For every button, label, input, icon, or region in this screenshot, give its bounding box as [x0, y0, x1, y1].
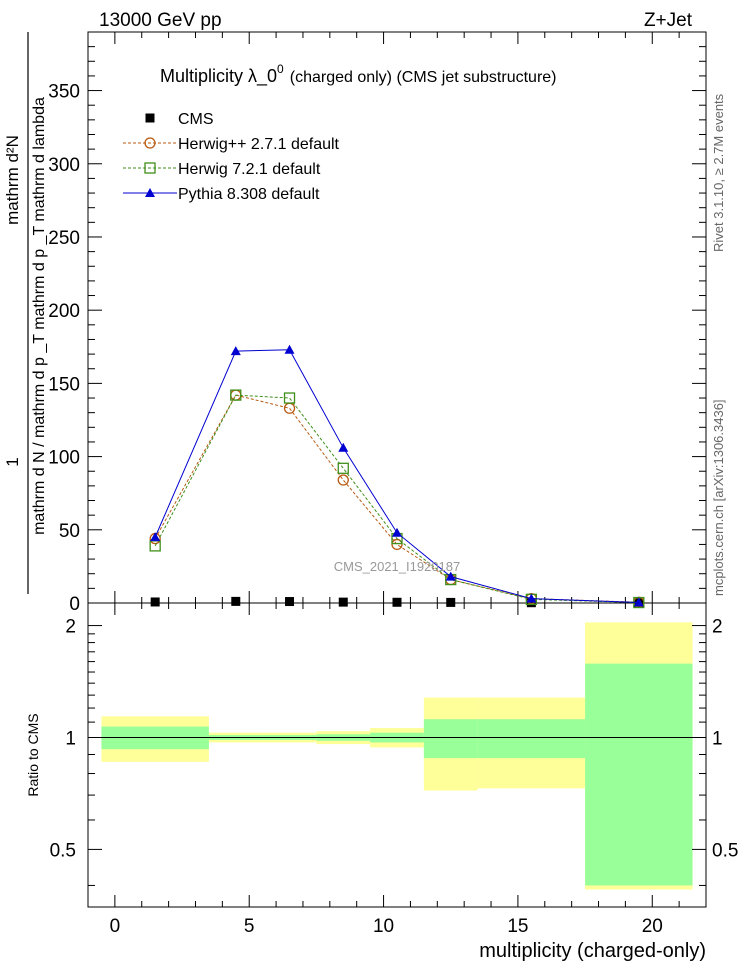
x-tick-label: 0	[110, 916, 121, 937]
y-tick-label: 300	[48, 155, 80, 176]
chart-title-superscript: 0	[277, 62, 284, 76]
chart-title: Multiplicity λ_00 (charged only) (CMS jet…	[160, 62, 557, 87]
ratio-y-tick-label-right: 2	[712, 617, 723, 638]
ratio-band-green	[423, 719, 478, 759]
series-line	[154, 394, 639, 604]
y-tick-label: 150	[48, 374, 80, 395]
x-tick-label: 5	[244, 916, 255, 937]
process-label: Z+Jet	[644, 10, 693, 31]
tick-labels: 0 50 100 150 200 250 300 350 0 5 10 15 20 0.5 0.5 1 1 2 2	[48, 82, 738, 937]
data-point	[392, 527, 402, 537]
data-point	[230, 389, 242, 401]
data-point	[285, 597, 295, 607]
analysis-watermark: CMS_2021_I1920187	[334, 559, 461, 574]
y-tick-label: 200	[48, 301, 80, 322]
series-line	[154, 349, 639, 603]
ratio-band-green	[477, 719, 586, 759]
ratio-y-tick-label-right: 1	[712, 728, 723, 749]
series-layer	[149, 344, 645, 609]
legend-marker	[145, 188, 155, 197]
legend: CMS Herwig++ 2.7.1 default Herwig 7.2.1 de…	[123, 111, 340, 203]
y-axis-label-top: mathrm d²N	[3, 135, 22, 225]
data-point	[392, 597, 402, 607]
data-point	[391, 538, 403, 551]
data-point	[526, 593, 537, 603]
y-axis-label-numerator: 1	[3, 457, 22, 466]
ratio-band-green	[585, 663, 693, 886]
energy-label: 13000 GeV pp	[99, 10, 222, 31]
data-point	[150, 597, 160, 607]
rivet-version-label: Rivet 3.1.10, ≥ 2.7M events	[711, 93, 726, 252]
x-tick-label: 20	[642, 916, 663, 937]
y-tick-label: 50	[59, 521, 80, 542]
y-tick-label: 0	[69, 594, 80, 615]
ratio-y-tick-label: 1	[65, 728, 76, 749]
data-point	[633, 597, 644, 607]
data-point	[284, 344, 295, 354]
legend-label: CMS	[178, 111, 214, 128]
y-tick-label: 350	[48, 82, 80, 103]
chart-title-main: Multiplicity λ_0	[160, 66, 277, 87]
y-axis-label-denominator: mathrm d N / mathrm d p _T mathrm d p _T…	[31, 97, 48, 535]
data-point	[446, 597, 456, 607]
legend-marker	[144, 137, 156, 149]
chart-title-rest: (charged only) (CMS jet substructure)	[290, 69, 557, 86]
data-point	[230, 346, 241, 356]
data-point	[526, 598, 536, 608]
ratio-y-tick-label: 0.5	[50, 840, 76, 861]
mcplots-label: mcplots.cern.ch [arXiv:1306.3436]	[711, 399, 726, 596]
ratio-y-tick-label: 2	[65, 617, 76, 638]
legend-label: Herwig++ 2.7.1 default	[178, 136, 340, 153]
data-point	[445, 571, 456, 581]
ratio-y-label: Ratio to CMS	[25, 713, 41, 796]
data-point	[283, 402, 296, 414]
y-tick-label: 250	[48, 228, 80, 249]
data-point	[231, 596, 241, 606]
data-point	[338, 442, 349, 452]
x-axis-label: multiplicity (charged-only)	[479, 940, 706, 962]
legend-marker	[145, 113, 155, 123]
ratio-y-tick-label-right: 0.5	[712, 840, 738, 861]
axis-ticks	[87, 32, 707, 907]
legend-label: Pythia 8.308 default	[178, 186, 320, 203]
data-point	[338, 597, 348, 607]
legend-marker	[144, 162, 156, 174]
data-point	[337, 462, 349, 474]
x-tick-label: 15	[507, 916, 528, 937]
x-tick-label: 10	[373, 916, 394, 937]
y-tick-label: 100	[48, 448, 80, 469]
ratio-bands	[88, 622, 706, 890]
data-point	[150, 532, 161, 542]
data-point	[283, 392, 296, 404]
legend-label: Herwig 7.2.1 default	[178, 161, 321, 178]
data-point	[337, 474, 349, 486]
